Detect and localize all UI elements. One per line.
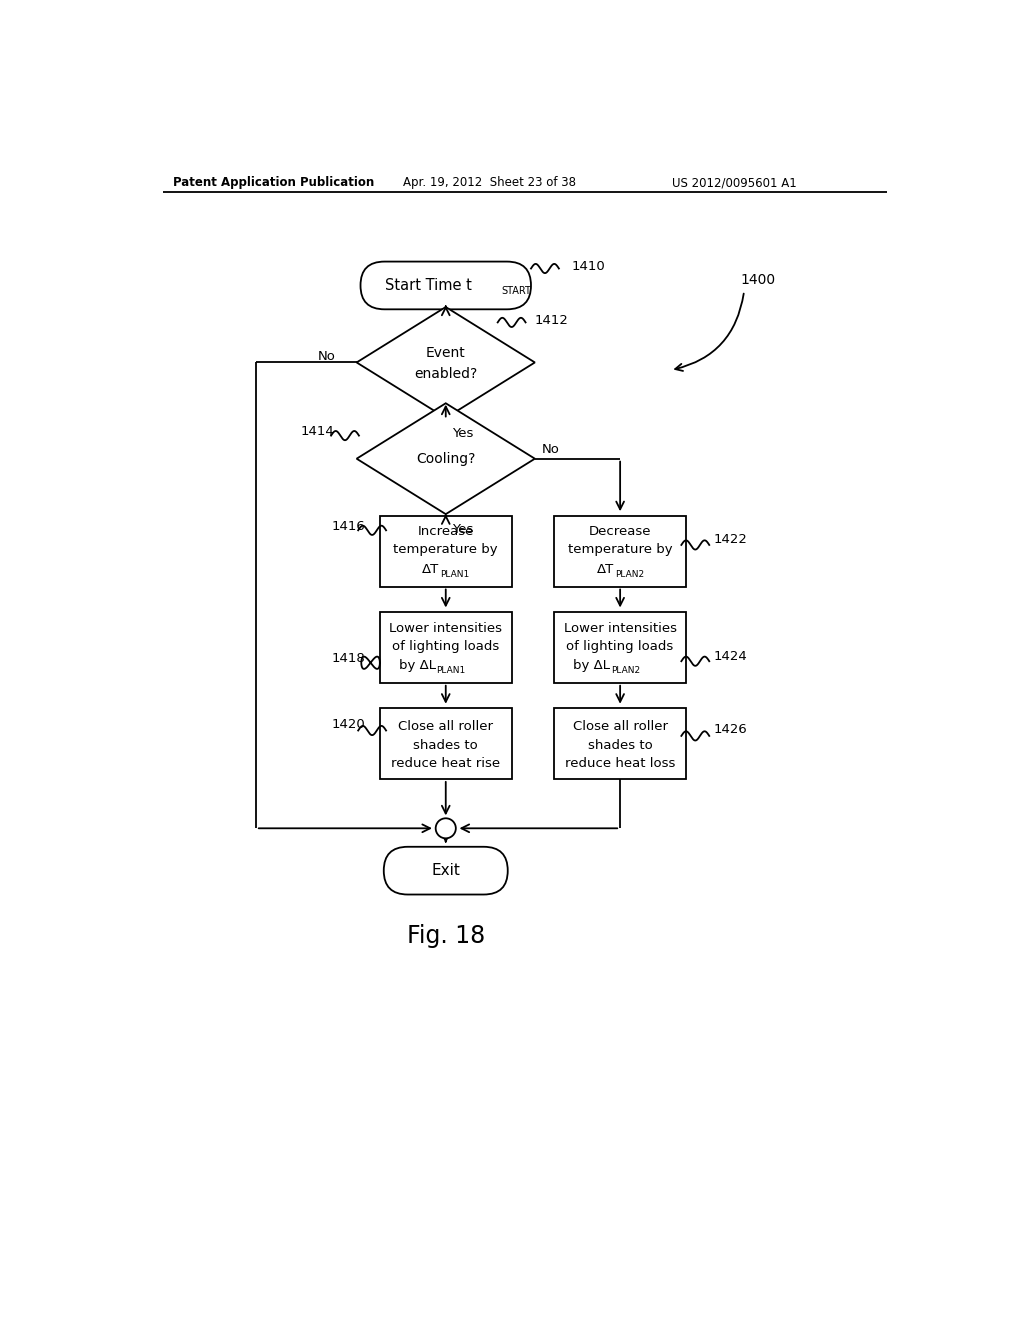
Bar xyxy=(554,516,686,586)
Text: Lower intensities: Lower intensities xyxy=(389,622,502,635)
Text: US 2012/0095601 A1: US 2012/0095601 A1 xyxy=(672,176,797,189)
Text: Yes: Yes xyxy=(453,426,473,440)
Text: 1422: 1422 xyxy=(713,533,746,546)
Text: No: No xyxy=(542,444,559,455)
Text: temperature by: temperature by xyxy=(568,543,673,556)
FancyBboxPatch shape xyxy=(384,847,508,895)
Text: START: START xyxy=(502,286,531,296)
Text: Exit: Exit xyxy=(431,863,460,878)
Text: PLAN2: PLAN2 xyxy=(614,570,644,578)
Text: Patent Application Publication: Patent Application Publication xyxy=(173,176,374,189)
Bar xyxy=(380,612,512,682)
Text: Start Time t: Start Time t xyxy=(385,279,472,293)
Text: PLAN1: PLAN1 xyxy=(436,667,466,675)
Text: shades to: shades to xyxy=(588,739,652,751)
Bar xyxy=(554,708,686,779)
Text: PLAN2: PLAN2 xyxy=(611,667,640,675)
Text: of lighting loads: of lighting loads xyxy=(566,640,674,653)
Text: Close all roller: Close all roller xyxy=(398,721,494,733)
Text: reduce heat rise: reduce heat rise xyxy=(391,758,501,770)
Text: ΔT: ΔT xyxy=(422,564,439,576)
Text: No: No xyxy=(318,350,336,363)
Text: shades to: shades to xyxy=(414,739,478,751)
Bar xyxy=(380,708,512,779)
Text: ΔT: ΔT xyxy=(597,564,614,576)
Text: 1424: 1424 xyxy=(713,649,746,663)
Text: 1400: 1400 xyxy=(740,273,775,286)
Bar xyxy=(554,612,686,682)
Bar xyxy=(380,516,512,586)
Text: 1420: 1420 xyxy=(332,718,366,731)
Text: 1416: 1416 xyxy=(332,520,366,533)
Text: enabled?: enabled? xyxy=(414,367,477,381)
Text: Yes: Yes xyxy=(453,523,473,536)
Text: Lower intensities: Lower intensities xyxy=(563,622,677,635)
Text: Increase: Increase xyxy=(418,525,474,539)
Text: of lighting loads: of lighting loads xyxy=(392,640,500,653)
Text: reduce heat loss: reduce heat loss xyxy=(565,758,675,770)
Text: 1418: 1418 xyxy=(332,652,366,665)
Text: Cooling?: Cooling? xyxy=(416,451,475,466)
Text: Decrease: Decrease xyxy=(589,525,651,539)
Text: 1414: 1414 xyxy=(301,425,335,438)
Polygon shape xyxy=(356,308,535,418)
Text: Apr. 19, 2012  Sheet 23 of 38: Apr. 19, 2012 Sheet 23 of 38 xyxy=(403,176,577,189)
Text: Event: Event xyxy=(426,346,466,360)
FancyBboxPatch shape xyxy=(360,261,531,309)
Circle shape xyxy=(435,818,456,838)
Text: Close all roller: Close all roller xyxy=(572,721,668,733)
Text: 1410: 1410 xyxy=(571,260,605,273)
FancyArrowPatch shape xyxy=(675,293,743,371)
Text: by ΔL: by ΔL xyxy=(398,659,435,672)
Text: PLAN1: PLAN1 xyxy=(440,570,470,578)
Text: 1412: 1412 xyxy=(535,314,568,326)
Text: temperature by: temperature by xyxy=(393,543,498,556)
Text: Fig. 18: Fig. 18 xyxy=(407,924,485,948)
Polygon shape xyxy=(356,404,535,515)
Text: 1426: 1426 xyxy=(713,723,746,737)
Text: by ΔL: by ΔL xyxy=(573,659,610,672)
